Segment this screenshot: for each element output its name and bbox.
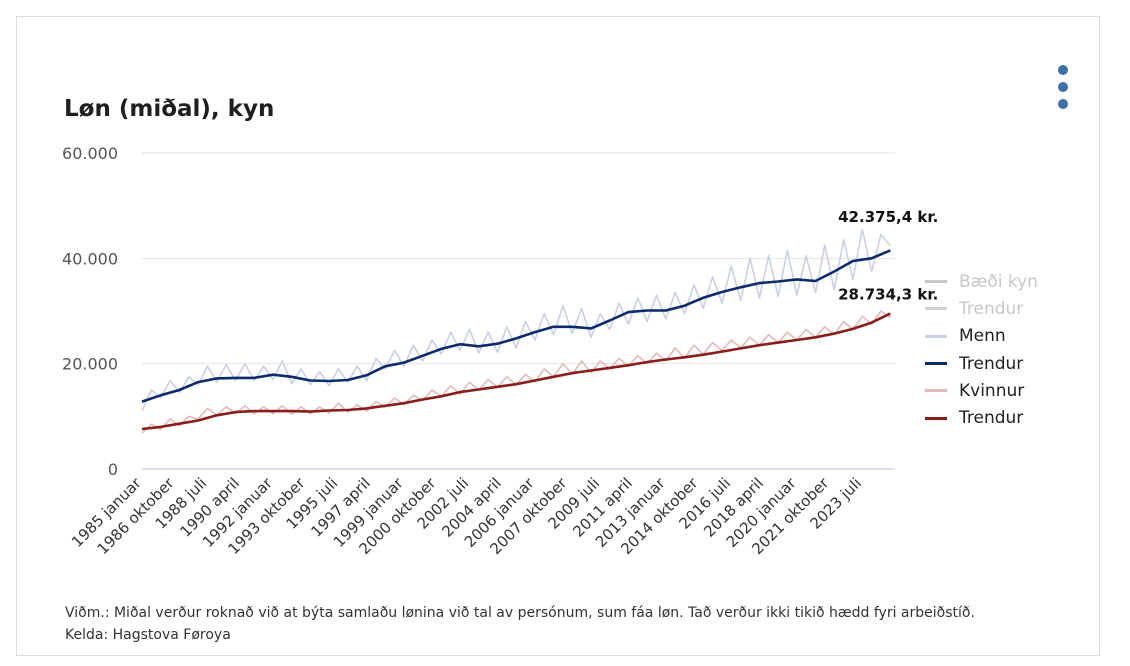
legend-swatch — [925, 389, 947, 393]
legend-swatch — [925, 307, 947, 311]
legend-label: Kvinnur — [959, 380, 1025, 401]
chart-title: Løn (miðal), kyn — [64, 96, 275, 122]
legend-label: Menn — [959, 326, 1006, 347]
chart-note: Viðm.: Miðal verður roknað við at býta s… — [65, 605, 975, 621]
series-line-trendur[interactable] — [141, 249, 891, 403]
legend-label: Trendur — [959, 408, 1024, 429]
more-vertical-icon[interactable] — [1053, 60, 1073, 110]
data-label: 42.375,4 kr. — [838, 208, 938, 226]
legend-item[interactable]: Trendur — [925, 295, 1038, 322]
legend-swatch — [925, 280, 947, 284]
legend-swatch — [925, 416, 947, 420]
legend-label: Bæði kyn — [959, 271, 1038, 292]
chart-legend: Bæði kyn Trendur Menn Trendur Kvinnur Trendur — [925, 268, 1038, 432]
chart-card — [16, 16, 1100, 656]
series-line-menn[interactable] — [141, 228, 891, 412]
legend-item[interactable]: Menn — [925, 323, 1038, 350]
legend-item[interactable]: Trendur — [925, 404, 1038, 431]
y-tick-label: 0 — [108, 460, 118, 479]
legend-label: Trendur — [959, 298, 1024, 319]
legend-item[interactable]: Kvinnur — [925, 377, 1038, 404]
chart-source: Kelda: Hagstova Føroya — [65, 627, 231, 643]
series-line-trendur[interactable] — [141, 312, 891, 431]
data-label: 28.734,3 kr. — [838, 286, 938, 304]
series-line-kvinnur[interactable] — [141, 310, 891, 434]
legend-label: Trendur — [959, 353, 1024, 374]
legend-item[interactable]: Bæði kyn — [925, 268, 1038, 295]
legend-swatch — [925, 362, 947, 366]
legend-swatch — [925, 334, 947, 338]
y-tick-label: 40.000 — [62, 249, 118, 268]
y-tick-label: 20.000 — [62, 355, 118, 374]
y-tick-label: 60.000 — [62, 144, 118, 163]
legend-item[interactable]: Trendur — [925, 350, 1038, 377]
